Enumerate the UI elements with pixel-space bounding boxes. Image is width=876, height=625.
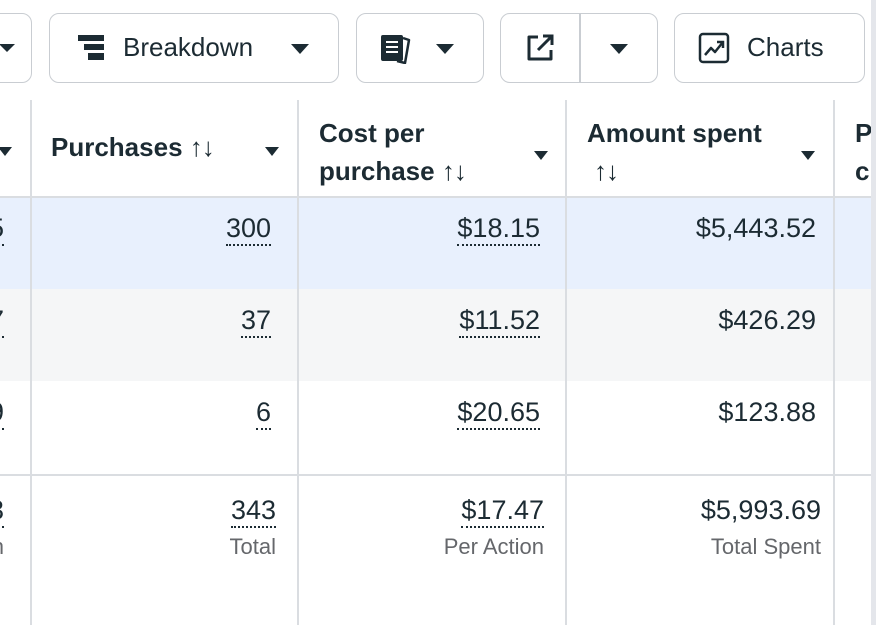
header-divider [0,196,876,198]
purchases-cell[interactable]: 6 [255,395,271,430]
column-menu-icon[interactable] [534,151,548,160]
amount-spent-cell: $5,443.52 [695,213,816,243]
amount-spent-cell: $123.88 [718,397,816,427]
breakdown-label: Breakdown [123,32,254,62]
column-header-label: Amount spent [587,118,762,148]
charts-button[interactable]: Charts [674,13,865,83]
cost-per-purchase-total[interactable]: $17.47 [461,493,544,528]
totals-divider [0,474,876,476]
cost-per-purchase-cell[interactable]: $20.65 [457,395,540,430]
cost-per-purchase-cell[interactable]: $11.52 [459,303,540,338]
sort-icon[interactable]: ↑↓ [441,156,467,186]
column-divider [297,100,299,625]
charts-label: Charts [747,32,824,62]
export-icon [527,34,554,61]
left-column-total-caption: n [0,534,4,560]
sort-icon[interactable]: ↑↓ [189,132,215,162]
data-table: Purchases ↑↓ Cost per purchase ↑↓ Amount… [0,100,876,625]
split-divider [579,14,581,82]
export-button[interactable] [501,14,579,82]
reports-dropdown-button[interactable] [356,13,484,83]
purchases-cell[interactable]: 300 [225,211,271,246]
sort-icon[interactable]: ↑↓ [594,156,619,186]
table-row-alt-bg [0,289,876,381]
breakdown-button[interactable]: Breakdown [49,13,339,83]
charts-icon [698,32,730,64]
column-header-label: P [855,118,873,148]
chevron-down-icon [291,44,309,54]
column-header-label: c [855,156,870,186]
cost-per-purchase-cell[interactable]: $18.15 [457,211,540,246]
vertical-scrollbar[interactable] [871,0,876,625]
export-split-button [500,13,658,83]
left-column-value[interactable]: 5 [0,211,4,246]
breakdown-icon [78,35,104,60]
previous-dropdown-button[interactable] [0,13,32,83]
column-menu-icon[interactable] [265,147,279,156]
purchases-total-caption: Total [229,534,276,559]
left-column-total[interactable]: 3 [0,493,4,528]
column-header-label: Purchases ↑↓ [51,132,215,162]
chevron-down-icon [0,44,15,52]
export-dropdown-button[interactable] [581,14,657,82]
column-header-label: purchase ↑↓ [319,156,467,186]
sort-dropdown-icon[interactable] [0,147,12,156]
amount-spent-cell: $426.29 [718,305,816,335]
column-divider [565,100,567,625]
chevron-down-icon [610,44,628,54]
reports-icon [381,35,411,64]
column-menu-icon[interactable] [801,151,815,160]
chevron-down-icon [436,44,454,54]
amount-spent-total: $5,993.69 [700,495,821,525]
amount-spent-total-caption: Total Spent [710,534,821,559]
purchases-cell[interactable]: 37 [240,303,271,338]
column-divider [833,100,835,625]
table-row-highlighted-bg [0,197,876,289]
cost-per-purchase-total-caption: Per Action [443,534,544,559]
left-column-value[interactable]: 9 [0,395,4,430]
column-divider [30,100,32,625]
column-header-label: Cost per [319,118,425,148]
purchases-total[interactable]: 343 [230,493,276,528]
left-column-value[interactable]: 7 [0,303,4,338]
